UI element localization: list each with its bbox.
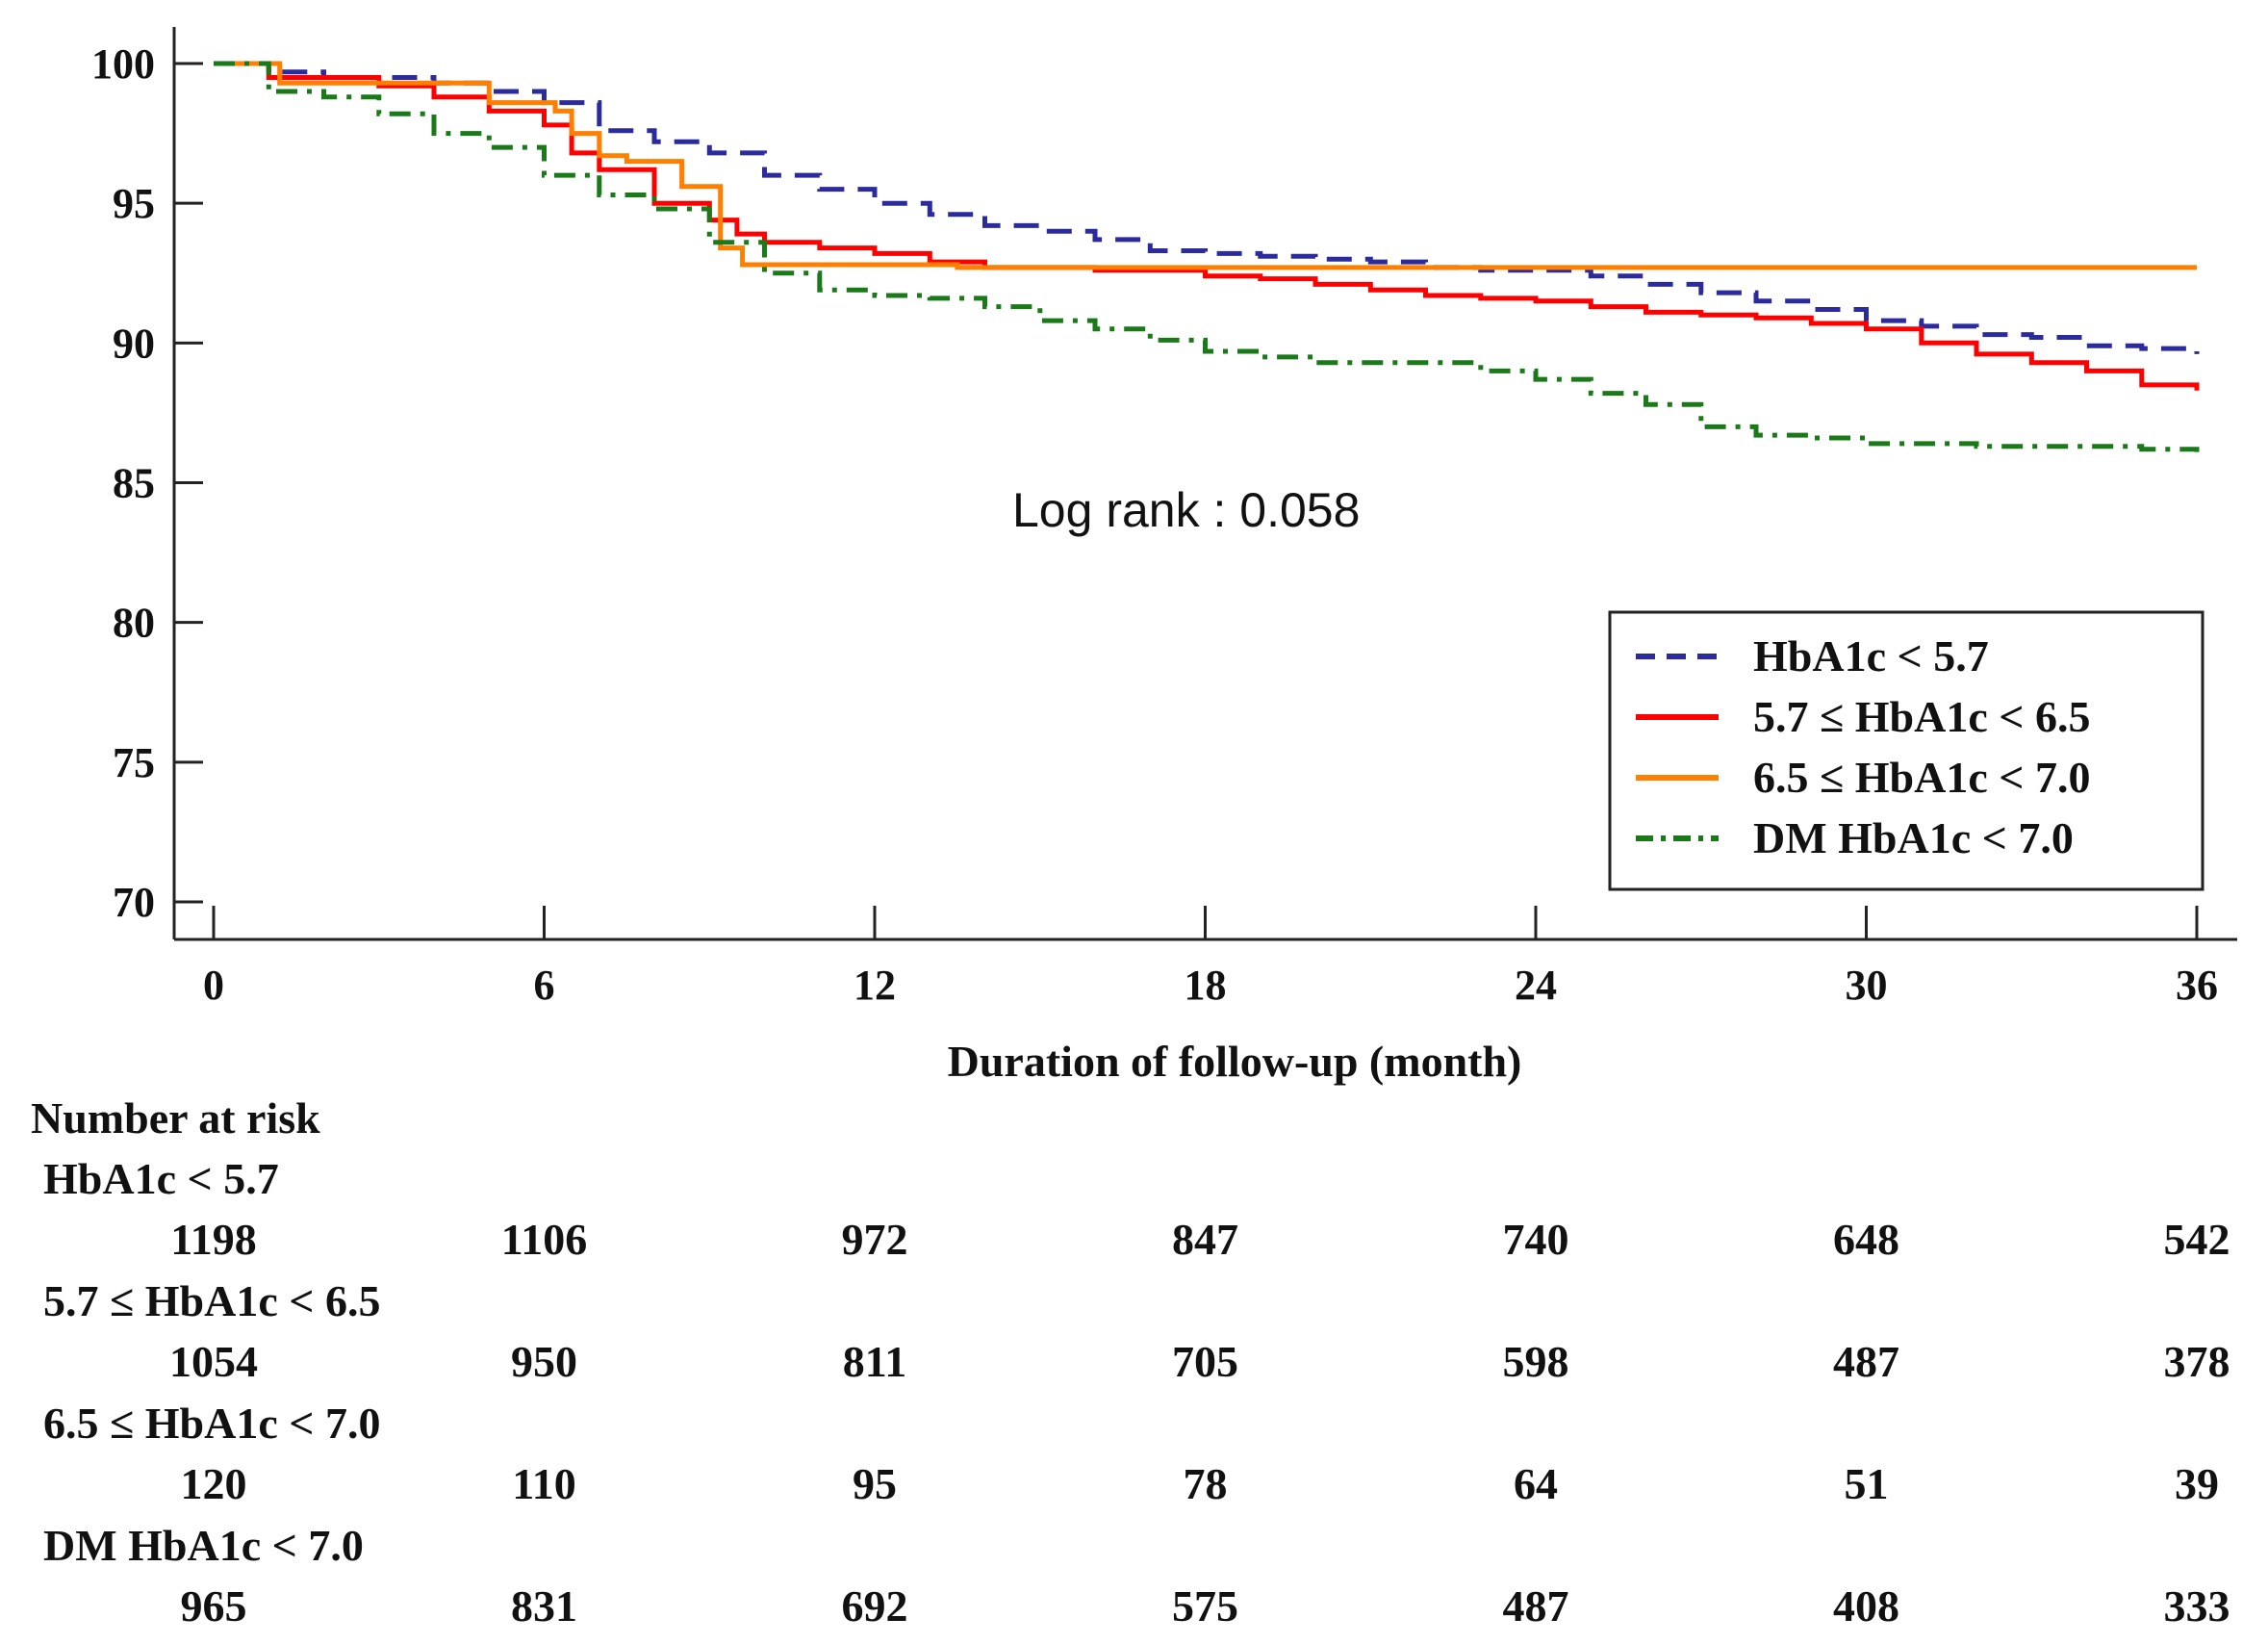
risk-count: 408 [1833, 1581, 1899, 1631]
risk-count: 487 [1503, 1581, 1569, 1631]
y-tick-label: 85 [113, 460, 155, 507]
risk-count: 847 [1172, 1215, 1238, 1264]
risk-count: 965 [181, 1581, 247, 1631]
risk-count: 705 [1172, 1337, 1238, 1386]
axes: 100 95 90 85 80 75 70 0 6 12 18 24 30 36 [91, 27, 2237, 1009]
y-tick-label: 100 [91, 40, 155, 88]
risk-count: 39 [2175, 1459, 2219, 1508]
legend-label-3: 6.5 ≤ HbA1c < 7.0 [1753, 753, 2090, 802]
risk-table: Number at risk HbA1c < 5.7 1198 1106 972 847 7… [31, 1093, 2230, 1631]
risk-count: 1198 [170, 1215, 256, 1264]
series-lines [214, 61, 2200, 452]
risk-table-title: Number at risk [31, 1093, 320, 1143]
y-tick-label: 70 [113, 879, 155, 926]
x-tick-label: 36 [2176, 962, 2218, 1009]
series-line-3 [214, 61, 2197, 270]
series-line-4 [214, 61, 2200, 452]
risk-count: 333 [2164, 1581, 2230, 1631]
risk-count: 811 [843, 1337, 906, 1386]
y-tick-label: 75 [113, 739, 155, 786]
y-tick-label: 90 [113, 320, 155, 367]
risk-count: 95 [853, 1459, 897, 1508]
x-tick-label: 12 [854, 962, 896, 1009]
series-line-2 [214, 61, 2200, 391]
risk-group-label: DM HbA1c < 7.0 [43, 1521, 364, 1570]
risk-count: 575 [1172, 1581, 1238, 1631]
legend-label-4: DM HbA1c < 7.0 [1753, 813, 2074, 862]
risk-count: 740 [1503, 1215, 1569, 1264]
risk-count: 598 [1503, 1337, 1569, 1386]
risk-group-label: HbA1c < 5.7 [43, 1154, 279, 1203]
risk-count: 648 [1833, 1215, 1899, 1264]
x-tick-label: 0 [203, 962, 224, 1009]
y-tick-label: 95 [113, 180, 155, 227]
x-tick-label: 24 [1515, 962, 1557, 1009]
risk-count: 972 [842, 1215, 908, 1264]
y-tick-label: 80 [113, 600, 155, 647]
risk-count: 487 [1833, 1337, 1899, 1386]
x-tick-label: 18 [1185, 962, 1227, 1009]
risk-count: 1106 [501, 1215, 587, 1264]
risk-count: 51 [1845, 1459, 1889, 1508]
risk-count: 542 [2164, 1215, 2230, 1264]
log-rank-annotation: Log rank : 0.058 [1012, 483, 1360, 537]
legend-label-1: HbA1c < 5.7 [1753, 631, 1989, 681]
risk-count: 1054 [169, 1337, 258, 1386]
risk-count: 78 [1184, 1459, 1228, 1508]
risk-count: 120 [181, 1459, 247, 1508]
risk-count: 692 [842, 1581, 908, 1631]
risk-count: 110 [512, 1459, 575, 1508]
risk-group-label: 5.7 ≤ HbA1c < 6.5 [43, 1276, 380, 1325]
series-line-1 [214, 61, 2200, 354]
risk-count: 378 [2164, 1337, 2230, 1386]
x-tick-label: 30 [1846, 962, 1888, 1009]
legend-label-2: 5.7 ≤ HbA1c < 6.5 [1753, 692, 2090, 741]
risk-group-label: 6.5 ≤ HbA1c < 7.0 [43, 1399, 380, 1448]
x-axis-label: Duration of follow-up (month) [948, 1037, 1522, 1086]
risk-count: 950 [511, 1337, 577, 1386]
risk-count: 64 [1514, 1459, 1558, 1508]
legend: HbA1c < 5.7 5.7 ≤ HbA1c < 6.5 6.5 ≤ HbA1c … [1608, 610, 2204, 891]
risk-count: 831 [511, 1581, 577, 1631]
x-tick-label: 6 [534, 962, 555, 1009]
